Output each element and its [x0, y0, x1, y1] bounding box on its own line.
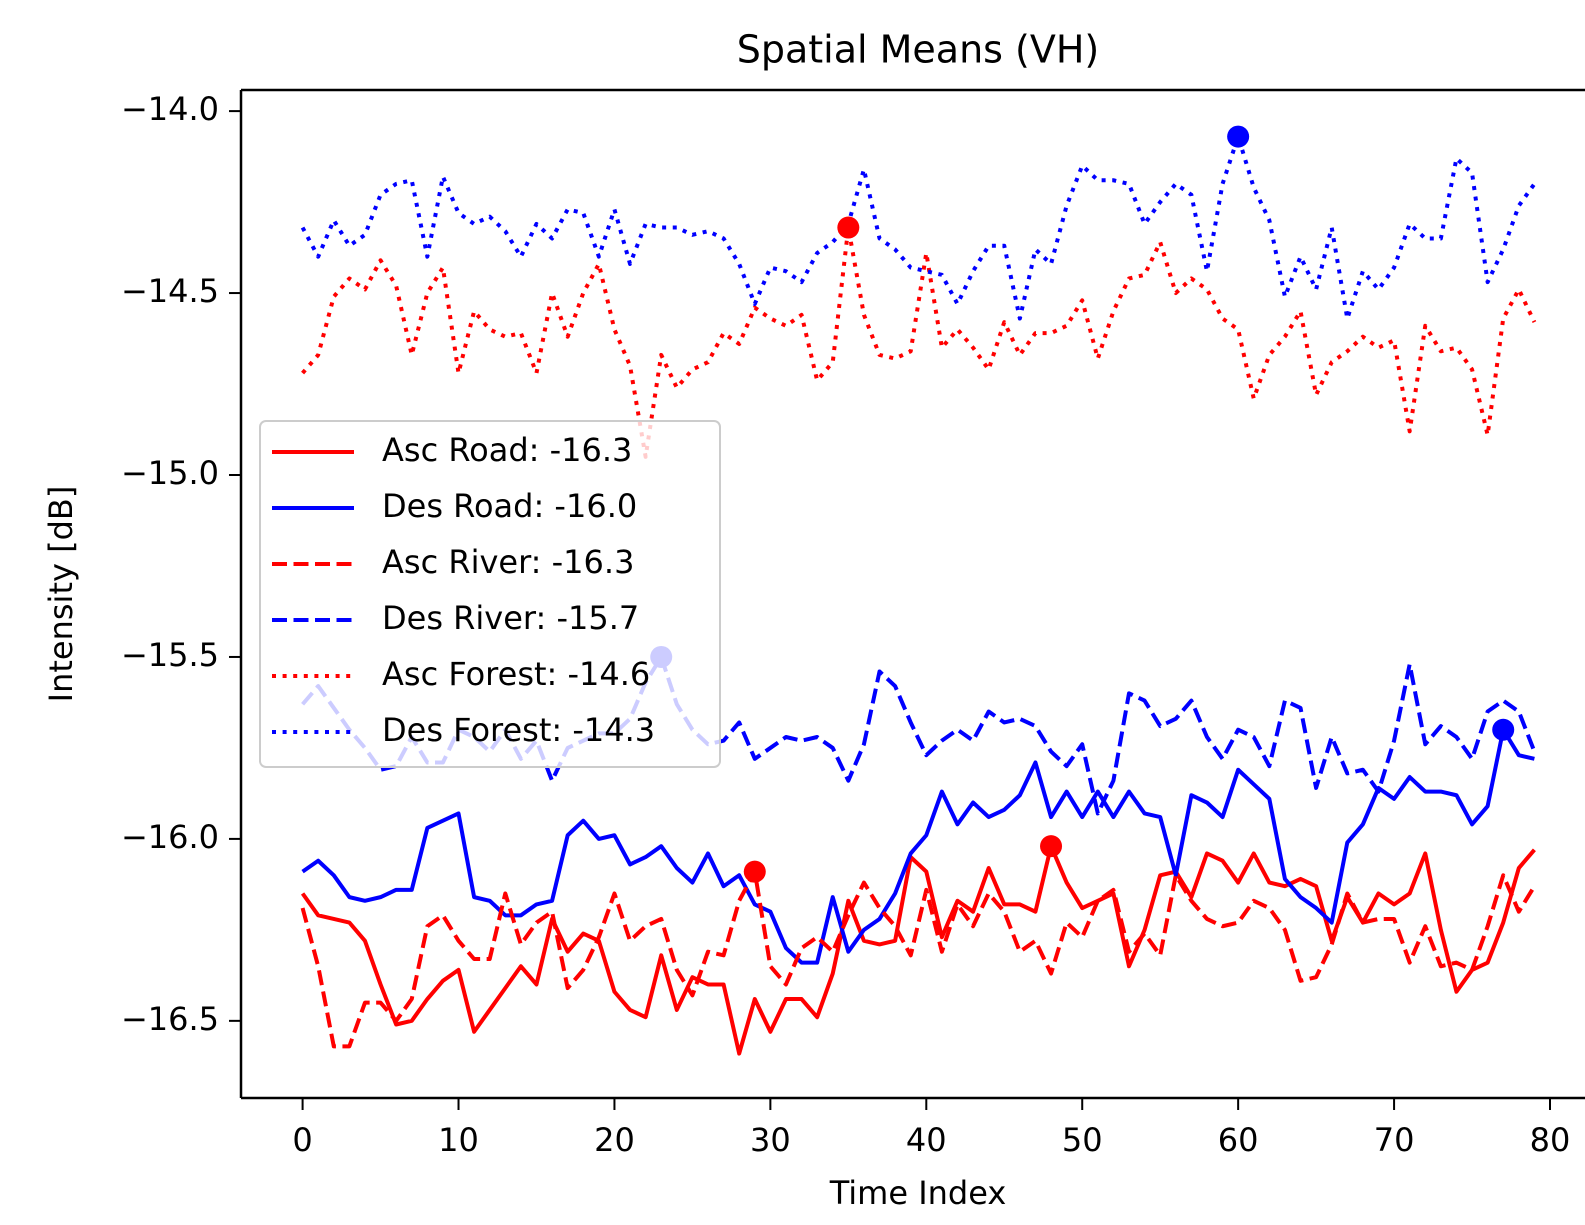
x-tick-label: 80 [1530, 1121, 1571, 1159]
legend-frame [259, 420, 721, 768]
series-line [300, 134, 1537, 321]
legend-label: Asc Road: -16.3 [382, 431, 632, 469]
y-tick-label: −14.5 [121, 272, 219, 310]
x-tick-label: 40 [906, 1121, 947, 1159]
x-tick-label: 30 [750, 1121, 791, 1159]
y-tick-label: −16.0 [121, 818, 219, 856]
legend-label: Des Forest: -14.3 [382, 711, 655, 749]
legend-label: Asc River: -16.3 [382, 543, 634, 581]
y-tick-label: −16.5 [121, 1000, 219, 1038]
highlight-marker [1227, 125, 1250, 148]
x-tick-label: 10 [438, 1121, 479, 1159]
chart-title: Spatial Means (VH) [737, 28, 1100, 72]
y-axis-label: Intensity [dB] [42, 486, 80, 703]
series-line [301, 727, 1535, 965]
x-axis-label: Time Index [829, 1174, 1007, 1212]
legend-label: Asc Forest: -14.6 [382, 655, 650, 693]
series-line [300, 844, 1536, 1056]
y-tick-label: −15.0 [121, 454, 219, 492]
y-tick-label: −14.0 [121, 90, 219, 128]
highlight-marker [1492, 718, 1515, 741]
x-tick-label: 50 [1062, 1121, 1103, 1159]
y-tick-label: −15.5 [121, 636, 219, 674]
highlight-marker [743, 860, 766, 883]
series-line [300, 869, 1537, 1049]
x-tick-label: 60 [1218, 1121, 1259, 1159]
highlight-marker [837, 216, 860, 239]
legend-label: Des Road: -16.0 [382, 487, 637, 525]
x-tick-label: 0 [292, 1121, 312, 1159]
highlight-marker [1040, 835, 1063, 858]
x-tick-label: 20 [594, 1121, 635, 1159]
x-tick-label: 70 [1374, 1121, 1415, 1159]
legend: Asc Road: -16.3 Des Road: -16.0 Asc River:… [259, 420, 721, 768]
legend-label: Des River: -15.7 [382, 599, 639, 637]
